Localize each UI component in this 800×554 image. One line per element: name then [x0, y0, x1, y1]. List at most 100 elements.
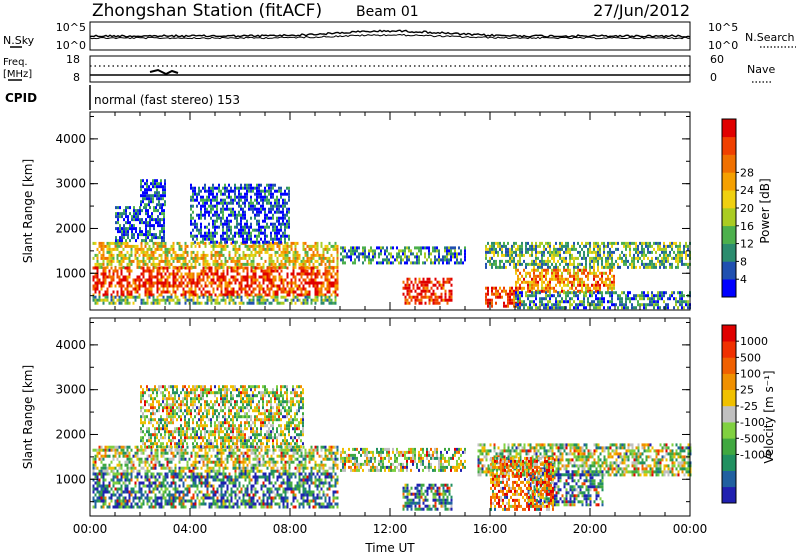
data-cell: [631, 259, 633, 263]
data-cell: [266, 466, 269, 470]
data-cell: [643, 297, 645, 301]
data-cell: [639, 241, 641, 245]
data-cell: [288, 198, 290, 202]
data-cell: [130, 250, 133, 254]
data-cell: [591, 265, 593, 269]
data-cell: [615, 291, 617, 295]
data-cell: [210, 278, 213, 282]
data-cell: [164, 284, 167, 288]
data-cell: [613, 303, 615, 307]
data-cell: [254, 457, 257, 461]
data-cell: [161, 209, 163, 213]
data-cell: [246, 293, 249, 297]
data-cell: [643, 250, 645, 254]
data-cell: [184, 301, 187, 305]
data-cell: [306, 298, 309, 302]
data-cell: [214, 293, 217, 297]
data-cell: [100, 284, 103, 288]
data-cell: [136, 448, 139, 452]
data-cell: [517, 253, 519, 257]
data-cell: [537, 274, 539, 278]
data-cell: [286, 192, 288, 196]
data-cell: [428, 301, 431, 305]
data-cell: [422, 295, 425, 299]
data-cell: [286, 201, 288, 205]
data-cell: [533, 286, 535, 290]
data-cell: [609, 271, 611, 275]
data-cell: [284, 265, 287, 269]
data-cell: [118, 454, 121, 458]
data-cell: [104, 281, 107, 285]
data-cell: [350, 252, 352, 256]
data-cell: [236, 460, 239, 464]
data-cell: [362, 246, 364, 250]
data-cell: [635, 294, 637, 298]
data-cell: [639, 256, 641, 260]
data-cell: [304, 241, 307, 245]
data-cell: [112, 269, 115, 273]
data-cell: [200, 225, 202, 229]
data-cell: [144, 191, 146, 195]
data-cell: [242, 228, 244, 232]
data-cell: [162, 298, 165, 302]
data-cell: [244, 240, 246, 244]
data-cell: [240, 204, 242, 208]
data-cell: [438, 258, 440, 262]
data-cell: [144, 301, 147, 305]
data-cell: [322, 281, 325, 285]
data-cell: [511, 301, 513, 305]
data-cell: [172, 269, 175, 273]
data-cell: [208, 295, 211, 299]
data-cell: [206, 298, 209, 302]
data-cell: [242, 275, 245, 279]
data-cell: [206, 275, 209, 279]
data-cell: [132, 469, 135, 473]
data-cell: [252, 281, 255, 285]
data-cell: [537, 280, 539, 284]
data-cell: [513, 250, 515, 254]
data-cell: [272, 295, 275, 299]
data-cell: [448, 252, 450, 256]
data-cell: [94, 463, 97, 467]
data-cell: [485, 244, 487, 248]
data-cell: [192, 278, 195, 282]
data-cell: [164, 256, 167, 260]
data-cell: [274, 275, 277, 279]
data-cell: [260, 207, 262, 211]
data-cell: [310, 272, 313, 276]
data-cell: [406, 261, 408, 265]
data-cell: [94, 301, 97, 305]
data-cell: [244, 293, 247, 297]
data-cell: [264, 269, 267, 273]
data-cell: [400, 249, 402, 253]
data-cell: [186, 272, 189, 276]
data-cell: [661, 259, 663, 263]
data-cell: [156, 460, 159, 464]
data-cell: [224, 298, 227, 302]
data-cell: [547, 306, 549, 310]
data-cell: [208, 195, 210, 199]
data-cell: [100, 448, 103, 452]
data-cell: [545, 286, 547, 290]
data-cell: [681, 294, 683, 298]
data-cell: [583, 250, 585, 254]
data-cell: [320, 454, 323, 458]
data-cell: [589, 291, 591, 295]
data-cell: [288, 463, 291, 467]
data-cell: [242, 287, 245, 291]
data-cell: [94, 454, 97, 458]
data-cell: [539, 291, 541, 295]
data-cell: [278, 272, 281, 276]
data-cell: [238, 284, 241, 288]
data-cell: [180, 262, 183, 266]
data-cell: [208, 262, 211, 266]
data-cell: [681, 262, 683, 266]
data-cell: [238, 198, 240, 202]
data-cell: [422, 280, 425, 284]
data-cell: [583, 303, 585, 307]
data-cell: [98, 262, 101, 266]
data-cell: [254, 278, 257, 282]
data-cell: [503, 241, 505, 245]
data-cell: [308, 272, 311, 276]
data-cell: [162, 281, 165, 285]
